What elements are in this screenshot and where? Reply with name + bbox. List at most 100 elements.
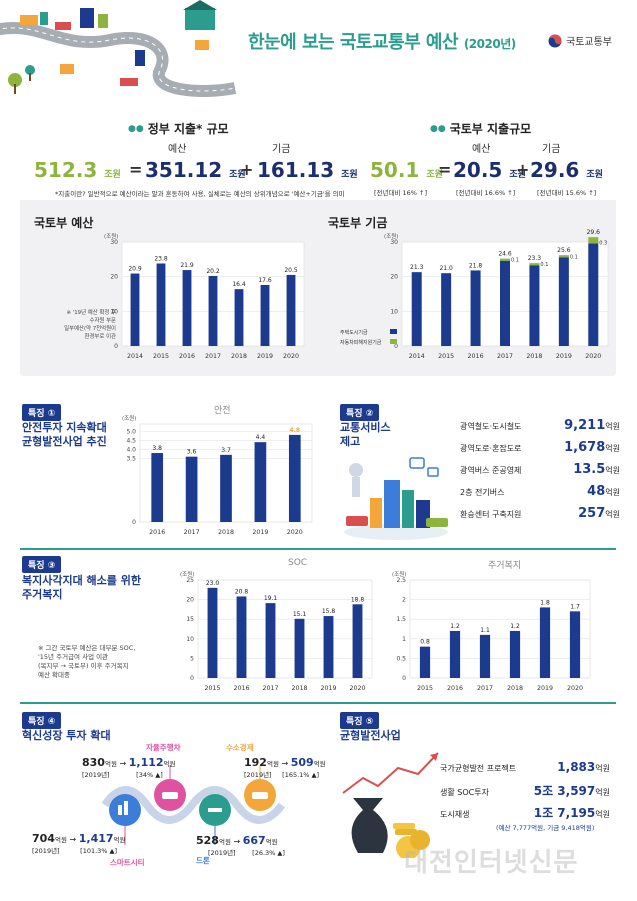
hydrogen-label: 수소경제 <box>226 743 254 752</box>
data-label: 24.6 <box>498 251 512 258</box>
innovation-item-smartcity: 704억원 → 1,417억원 [2019년] [101.3% ▲] <box>32 832 126 855</box>
service-row-3: 광역버스 준공영제 13.5억원 <box>460 462 620 477</box>
data-label: 21.0 <box>439 265 453 272</box>
service-label: 광역버스 준공영제 <box>460 466 522 475</box>
summary-white-area <box>20 108 616 200</box>
y-tick-label: 5 <box>190 655 194 662</box>
innovation-year: [2019년] <box>32 847 60 855</box>
feature1-tag: 특징 ① <box>22 404 62 421</box>
bar <box>156 263 166 346</box>
y-tick-label: 20 <box>110 274 118 281</box>
y-unit-label: (조원) <box>180 570 194 578</box>
x-tick-label: 2018 <box>507 685 523 692</box>
gov-note: *지출이란? 일반적으로 예산이라는 말과 혼동하여 사용, 실체로는 예산의 … <box>55 190 345 198</box>
x-tick-label: 2019 <box>537 685 553 692</box>
service-value: 257억원 <box>578 506 620 521</box>
molit-budget-label: 예산 <box>472 144 491 155</box>
bar <box>441 273 452 346</box>
y-tick-label: 10 <box>186 636 194 643</box>
innovation-pct: [26.3% ▲] <box>252 849 285 857</box>
road-illustration <box>0 0 237 97</box>
data-label: 1.1 <box>480 627 490 634</box>
watermark: 대전인터넷신문 <box>404 848 579 878</box>
molit-budget-svg: (조원) 0 10 20 30 20.9 2014 23.8 2015 21.9 2016 20.2 2… <box>64 232 305 360</box>
x-tick-label: 2019 <box>320 685 336 692</box>
data-label: 15.8 <box>322 608 336 615</box>
data-label: 16.4 <box>232 281 246 288</box>
service-unit: 억원 <box>605 466 620 475</box>
balance-label: 생활 SOC투자 <box>440 788 489 797</box>
chart-annotation-line: ※ '19년 예산 확정 후 <box>67 308 117 316</box>
bar <box>288 434 301 522</box>
bar <box>419 646 431 678</box>
balance-value: 1조 7,195억원 <box>534 804 610 821</box>
feature5-title: 균형발전사업 <box>340 729 401 742</box>
x-tick-label: 2019 <box>257 353 273 360</box>
feature1-title-line2: 균형발전사업 추진 <box>22 435 107 448</box>
feature3-note: ※ 그간 국토부 예산은 대부분 SOC, '15년 주거급여 사업 이관 (복… <box>38 644 135 680</box>
feature2-title-line1: 교통서비스 <box>340 421 391 434</box>
data-label-secondary: 0.3 <box>599 240 607 246</box>
y-tick-label: 30 <box>110 239 118 246</box>
molit-total: 50.1 조원 <box>370 158 443 182</box>
molit-fund-unit: 조원 <box>586 170 603 180</box>
y-tick-label: 30 <box>390 239 398 246</box>
feature3-note-line: '15년 주거급여 사업 이관 <box>38 653 109 661</box>
bar <box>182 270 192 346</box>
x-tick-label: 2018 <box>291 685 307 692</box>
gov-total-unit: 조원 <box>104 170 121 180</box>
y-tick-label: 0 <box>190 675 194 682</box>
y-tick-label: 0 <box>132 519 136 526</box>
bar <box>234 289 244 346</box>
x-tick-label: 2015 <box>417 685 433 692</box>
innovation-pct: [101.3% ▲] <box>80 847 118 855</box>
feature3-tag: 특징 ③ <box>22 556 62 573</box>
balance-row-1: 국가균형발전 프로젝트 1,883억원 <box>440 760 610 774</box>
service-amount: 1,678 <box>564 440 606 455</box>
bar <box>151 453 164 522</box>
data-label: 25.6 <box>557 247 571 254</box>
balance-value: 1,883억원 <box>557 760 610 774</box>
feature3-note-line: 예산 확대중 <box>38 671 70 679</box>
x-tick-label: 2015 <box>438 353 454 360</box>
molit-fund-svg: (조원)010203021.3201421.0201521.820160.124… <box>340 229 609 360</box>
gov-total-value: 512.3 <box>34 158 98 182</box>
equals-sign: = <box>129 160 143 179</box>
page-title: 한눈에 보는 국토교통부 예산 (2020년) <box>248 28 516 54</box>
data-label: 19.1 <box>264 595 278 602</box>
x-tick-label: 2018 <box>526 353 542 360</box>
x-tick-label: 2015 <box>153 353 169 360</box>
service-unit: 억원 <box>605 422 620 431</box>
header: 한눈에 보는 국토교통부 예산 (2020년) 국토교통부 <box>0 0 637 108</box>
molit-budget-unit: 조원 <box>509 170 526 180</box>
innovation-pct: [165.1% ▲] <box>282 771 320 779</box>
bar <box>323 616 334 678</box>
balance-note: (예산 7,777억원, 기금 9,418억원) <box>496 824 595 832</box>
fund-chart-title: 국토부 기금 <box>328 216 388 230</box>
data-label-secondary: 0.1 <box>540 262 548 268</box>
innovation-to: 667 <box>242 834 266 847</box>
molit-fund-label: 기금 <box>542 144 561 155</box>
feature2-title-line2: 제고 <box>340 435 361 448</box>
plus-sign: + <box>240 160 254 179</box>
x-tick-label: 2015 <box>204 685 220 692</box>
chart-annotation-line: 환경부로 이관 <box>85 332 117 340</box>
gov-total: 512.3 조원 <box>34 158 121 182</box>
bar <box>539 607 551 678</box>
y-tick-label: 0.5 <box>396 655 406 662</box>
chart-annotation-line: 일부예산(약 7천억원이 <box>64 324 116 332</box>
y-tick-label: 2 <box>402 597 406 604</box>
gov-fund-unit: 조원 <box>341 170 358 180</box>
x-tick-label: 2014 <box>409 353 425 360</box>
feature5-tag: 특징 ⑤ <box>340 712 380 729</box>
bar <box>569 611 581 678</box>
y-tick-label: 0 <box>394 343 398 350</box>
x-tick-label: 2016 <box>447 685 463 692</box>
balance-unit: 억원 <box>595 788 610 797</box>
legend-swatch <box>390 329 397 334</box>
molit-fund-value: 29.6 <box>530 158 580 182</box>
x-tick-label: 2020 <box>287 529 303 536</box>
balance-row-2: 생활 SOC투자 5조 3,597억원 <box>440 782 610 799</box>
x-tick-label: 2017 <box>477 685 493 692</box>
